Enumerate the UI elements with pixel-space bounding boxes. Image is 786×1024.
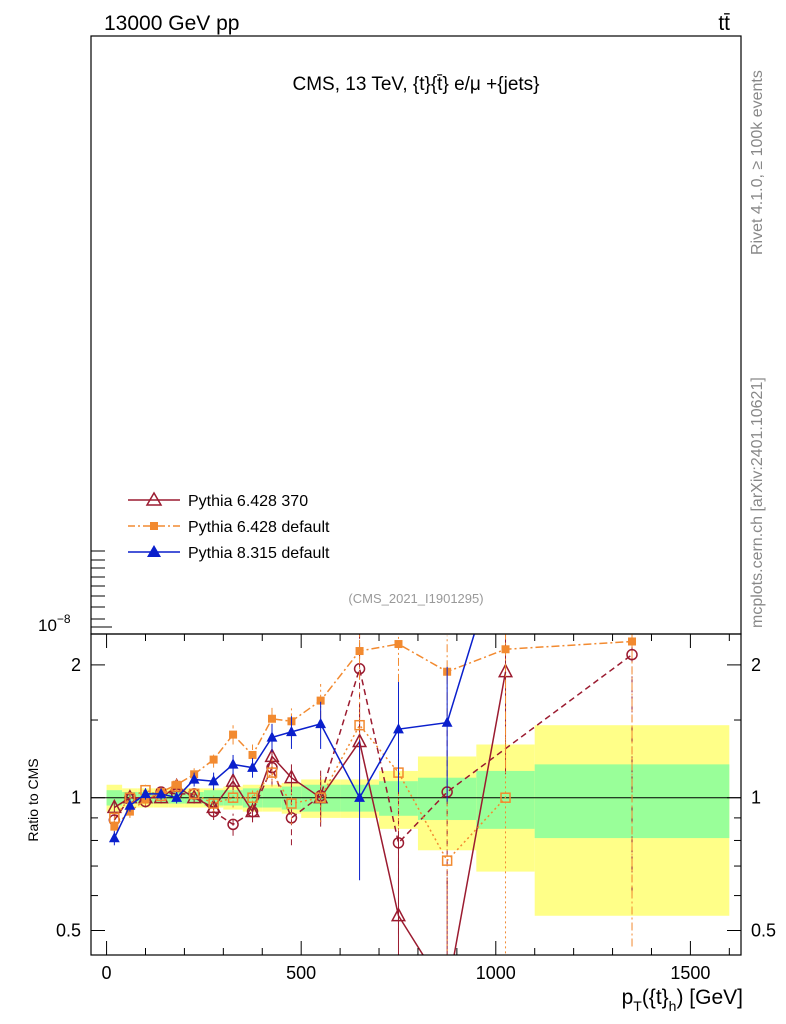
data-point-filled-triangle [393, 723, 404, 734]
process-label: tt̄ [718, 12, 730, 35]
data-point-filled-triangle [286, 725, 297, 737]
series-line [113, 723, 507, 862]
analysis-id: (CMS_2021_I1901295) [348, 591, 483, 606]
data-point-filled-triangle [441, 716, 453, 727]
ratio-axes: 0 500 1000 1500 0.5 0.5 1 1 2 2 [56, 634, 776, 983]
data-point-filled-square [248, 750, 257, 759]
data-point-open-square [171, 781, 182, 792]
ratio-panel-frame [90, 633, 742, 956]
y-axis-label: Ratio to CMS [25, 758, 41, 841]
legend-entry-pythia8: Pythia 8.315 default [128, 545, 330, 562]
data-point-filled-triangle [315, 717, 327, 729]
x-tick-label: 0 [102, 963, 112, 983]
data-point-open-square [354, 719, 365, 731]
series-line [113, 671, 507, 955]
data-point-filled-triangle [171, 791, 183, 802]
y-tick-label-left: 0.5 [56, 921, 81, 941]
data-point-open-square [266, 767, 278, 778]
data-point-open-square [441, 855, 453, 866]
data-point-filled-square [110, 822, 119, 831]
y-tick-label-right: 1 [751, 788, 761, 808]
legend-label-pythia6-default: Pythia 6.428 default [188, 519, 330, 536]
data-point-filled-triangle [227, 758, 239, 769]
data-point-filled-square [229, 730, 238, 739]
legend-open-triangle-marker [145, 491, 163, 506]
data-point-open-triangle [497, 663, 514, 678]
y-tick-label-right: 0.5 [751, 921, 776, 941]
data-point-open-circle [227, 818, 239, 831]
data-point-open-square [286, 798, 297, 809]
data-point-open-triangle [441, 986, 454, 998]
legend-label-pythia6-370: Pythia 6.428 370 [188, 493, 308, 510]
data-point-open-circle [626, 648, 638, 661]
data-point-open-square [500, 792, 511, 803]
data-point-open-square [247, 792, 258, 803]
x-tick-label: 500 [286, 963, 316, 983]
legend: Pythia 6.428 370 Pythia 6.428 default Py… [128, 491, 330, 562]
data-point-filled-triangle [124, 799, 136, 810]
data-point-filled-square [316, 696, 325, 705]
data-point-filled-square [628, 637, 637, 646]
data-point-filled-triangle [108, 832, 120, 843]
y-tick-label-left: 1 [71, 788, 81, 808]
data-point-filled-triangle [354, 791, 365, 802]
y-tick-label-right: 2 [751, 655, 761, 675]
x-tick-label: 1500 [670, 963, 710, 983]
data-point-filled-triangle [266, 731, 278, 742]
data-point-filled-triangle [208, 775, 220, 786]
series-layer [106, 526, 638, 998]
y-tick-label-left: 2 [71, 655, 81, 675]
data-point-filled-triangle [140, 787, 151, 799]
data-point-filled-square [394, 640, 403, 649]
uncertainty-bands [91, 725, 741, 916]
x-tick-label: 1000 [476, 963, 516, 983]
legend-filled-triangle-marker [147, 545, 161, 557]
data-point-open-triangle [283, 769, 299, 784]
data-point-filled-triangle [500, 526, 511, 536]
data-point-filled-triangle [188, 773, 200, 784]
data-point-filled-square [501, 645, 510, 654]
series-line [113, 634, 476, 839]
x-axis-label: pT({t}h) [GeV] [622, 986, 743, 1014]
data-point-filled-square [209, 755, 218, 764]
data-point-open-square [227, 792, 239, 803]
ratio-panel: 0 500 1000 1500 0.5 0.5 1 1 2 2 [56, 526, 776, 998]
data-point-filled-square [355, 647, 364, 656]
legend-label-pythia8: Pythia 8.315 default [188, 545, 330, 562]
data-point-filled-square [267, 714, 276, 723]
legend-entry-pythia6-370: Pythia 6.428 370 [128, 491, 308, 510]
beam-label: 13000 GeV pp [104, 12, 239, 35]
data-point-open-square [109, 812, 120, 824]
rivet-version-label: Rivet 4.1.0, ≥ 100k events [749, 70, 766, 255]
series-4 [108, 526, 511, 881]
data-point-filled-square [172, 780, 181, 789]
legend-filled-square-marker [150, 522, 158, 530]
legend-entry-pythia6-default: Pythia 6.428 default [128, 519, 330, 536]
upper-y-tick-label: 10−8 [38, 612, 71, 635]
data-point-open-square [315, 792, 326, 803]
series-3 [109, 685, 511, 955]
plot-title: CMS, 13 TeV, {t}{t̄} e/μ +{jets} [292, 74, 539, 95]
upper-y-ticks [91, 550, 112, 628]
data-point-filled-triangle [155, 787, 167, 799]
data-point-open-triangle [186, 789, 202, 804]
data-point-open-square [188, 788, 200, 800]
data-point-filled-triangle [247, 761, 258, 772]
data-point-open-square [208, 798, 219, 809]
source-label: mcplots.cern.ch [arXiv:2401.10621] [749, 377, 766, 628]
data-point-open-circle [392, 837, 405, 849]
series-line [113, 654, 633, 845]
data-point-open-triangle [225, 772, 241, 787]
